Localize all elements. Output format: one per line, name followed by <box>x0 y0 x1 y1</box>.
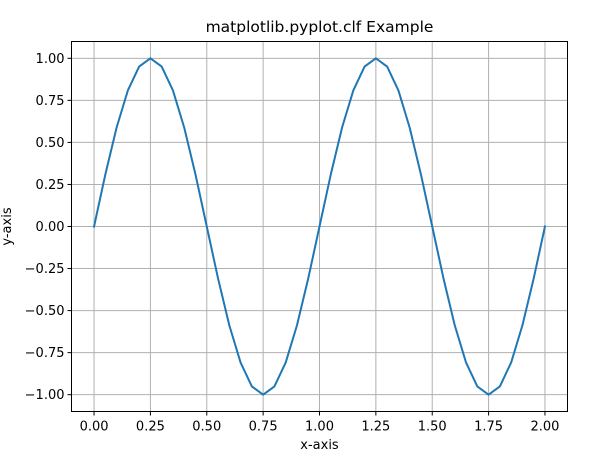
y-tick-label: 0.00 <box>36 220 65 235</box>
x-tick-label: 0.50 <box>192 420 221 435</box>
x-tick-label: 0.75 <box>249 420 278 435</box>
y-tick-label: −0.25 <box>25 262 65 277</box>
y-tick-label: −0.75 <box>25 346 65 361</box>
y-tick-label: −0.50 <box>25 304 65 319</box>
x-axis-label: x-axis <box>300 438 339 453</box>
y-tick-label: 0.50 <box>36 136 65 151</box>
x-tick-label: 2.00 <box>530 420 559 435</box>
y-tick-label: 0.25 <box>36 178 65 193</box>
chart-title: matplotlib.pyplot.clf Example <box>206 18 434 36</box>
y-tick-label: 0.75 <box>36 94 65 109</box>
x-tick-label: 1.75 <box>474 420 503 435</box>
x-tick-label: 1.50 <box>418 420 447 435</box>
series-line <box>92 57 547 396</box>
x-tick-label: 0.00 <box>80 420 109 435</box>
x-tick-label: 0.25 <box>136 420 165 435</box>
ticks: 0.00 0.25 0.50 0.75 1.00 1.25 1.50 1.75 2.00 1.00… <box>25 52 560 435</box>
y-tick-label: −1.00 <box>25 388 65 403</box>
y-tick-label: 1.00 <box>36 52 65 67</box>
y-axis-label: y-axis <box>0 207 15 245</box>
x-tick-label: 1.00 <box>305 420 334 435</box>
series-layer <box>92 57 547 396</box>
x-tick-label: 1.25 <box>361 420 390 435</box>
